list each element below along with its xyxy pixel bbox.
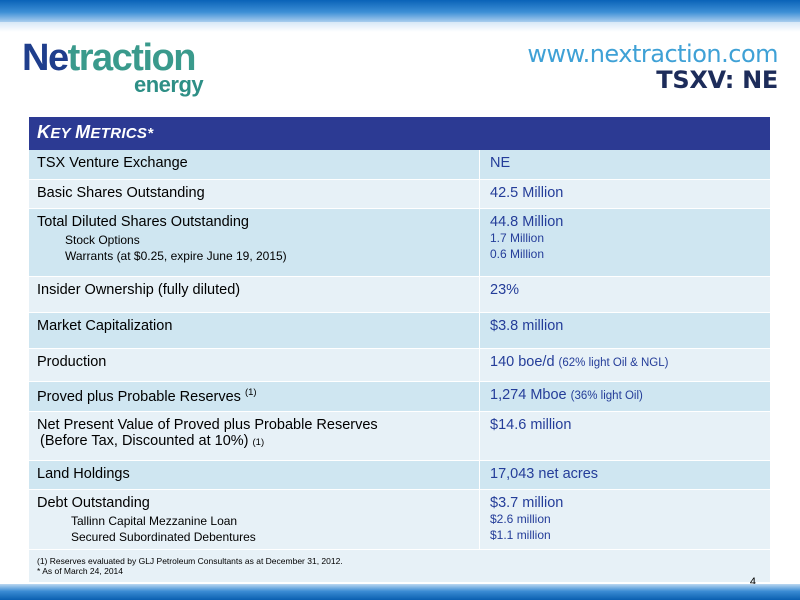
row-label-cell: Total Diluted Shares Outstanding Stock O… (29, 209, 480, 276)
row-subvalue: 0.6 Million (490, 247, 545, 261)
row-value: $3.8 million (490, 318, 564, 334)
row-label-line2-wrap: (Before Tax, Discounted at 10%) (1) (37, 433, 479, 449)
title-ey: EY (50, 125, 76, 142)
row-value-cell: $3.7 million $2.6 million $1.1 million (480, 490, 770, 549)
row-label: Market Capitalization (29, 313, 480, 348)
footnote-2: * As of March 24, 2014 (37, 566, 123, 576)
table-row: Proved plus Probable Reserves (1) 1,274 … (29, 382, 770, 412)
row-value-note: (62% light Oil & NGL) (558, 357, 669, 369)
row-subvalue: $2.6 million (490, 512, 551, 526)
row-subvalue: $1.1 million (490, 528, 551, 542)
top-band-sheen (0, 22, 800, 32)
row-value-note: (36% light Oil) (570, 390, 643, 402)
row-sublabel: Warrants (at $0.25, expire June 19, 2015… (65, 249, 287, 263)
table-row: Market Capitalization $3.8 million (29, 313, 770, 349)
logo-rest: traction (67, 37, 197, 79)
row-label-cell: Proved plus Probable Reserves (1) (29, 382, 480, 411)
row-label-line2: (Before Tax, Discounted at 10%) (40, 433, 249, 449)
row-value: $3.7 million (490, 495, 564, 511)
row-value: 44.8 Million (490, 214, 564, 230)
company-logo: Netraction energy (22, 38, 212, 98)
row-value: 1,274 Mboe (490, 387, 567, 403)
logo-subtitle: energy (134, 72, 204, 97)
row-label: Proved plus Probable Reserves (37, 388, 241, 405)
top-band (0, 0, 800, 22)
row-label: Insider Ownership (fully diluted) (29, 277, 480, 312)
row-label: Total Diluted Shares Outstanding (37, 214, 249, 230)
footnote-1: (1) Reserves evaluated by GLJ Petroleum … (37, 556, 343, 566)
table-row: Debt Outstanding Tallinn Capital Mezzani… (29, 490, 770, 550)
row-value: 17,043 net acres (490, 466, 599, 482)
page-number: 4 (749, 576, 756, 588)
table-row: Net Present Value of Proved plus Probabl… (29, 412, 770, 461)
row-sublabel: Stock Options (65, 233, 140, 247)
row-label-cell: Debt Outstanding Tallinn Capital Mezzani… (29, 490, 480, 549)
row-label: Production (29, 349, 480, 381)
row-value: 23% (490, 282, 520, 298)
website-url: www.nextraction.com (527, 40, 778, 68)
row-value: $14.6 million (490, 417, 572, 433)
table-row: Total Diluted Shares Outstanding Stock O… (29, 209, 770, 277)
footnote-ref: (1) (252, 437, 265, 448)
table-row: Land Holdings 17,043 net acres (29, 461, 770, 490)
table-row: TSX Venture Exchange NE (29, 150, 770, 180)
title-k: K (37, 122, 51, 142)
footnote-ref: (1) (244, 387, 257, 398)
row-label: TSX Venture Exchange (29, 150, 480, 179)
row-value-cell: 140 boe/d (62% light Oil & NGL) (480, 349, 770, 381)
row-subvalue: 1.7 Million (490, 231, 545, 245)
footnotes: (1) Reserves evaluated by GLJ Petroleum … (29, 550, 770, 588)
row-sublabel: Tallinn Capital Mezzanine Loan (71, 514, 238, 528)
logo-ne: Ne (22, 37, 69, 79)
title-etrics: ETRICS* (90, 125, 154, 142)
stock-ticker: TSXV: NE (656, 66, 778, 94)
table-row: Insider Ownership (fully diluted) 23% (29, 277, 770, 313)
row-value-cell: 44.8 Million 1.7 Million 0.6 Million (480, 209, 770, 276)
row-value-cell: 1,274 Mboe (36% light Oil) (480, 382, 770, 411)
row-label: Basic Shares Outstanding (29, 180, 480, 208)
bottom-band (0, 584, 800, 600)
row-label: Debt Outstanding (37, 495, 150, 511)
row-value: NE (490, 155, 511, 171)
row-sublabel: Secured Subordinated Debentures (71, 530, 256, 544)
row-label-cell: Net Present Value of Proved plus Probabl… (29, 412, 480, 460)
table-row: Production 140 boe/d (62% light Oil & NG… (29, 349, 770, 382)
title-m: M (75, 122, 91, 142)
row-value: 140 boe/d (490, 354, 555, 370)
table-row: Basic Shares Outstanding 42.5 Million (29, 180, 770, 209)
row-label: Land Holdings (29, 461, 480, 489)
row-value: 42.5 Million (490, 185, 564, 201)
table-title: KEY METRICS* (29, 117, 770, 150)
row-label: Net Present Value of Proved plus Probabl… (37, 417, 378, 433)
logo-wordmark: Netraction (22, 37, 197, 79)
key-metrics-table: KEY METRICS* TSX Venture Exchange NE Bas… (29, 117, 770, 588)
